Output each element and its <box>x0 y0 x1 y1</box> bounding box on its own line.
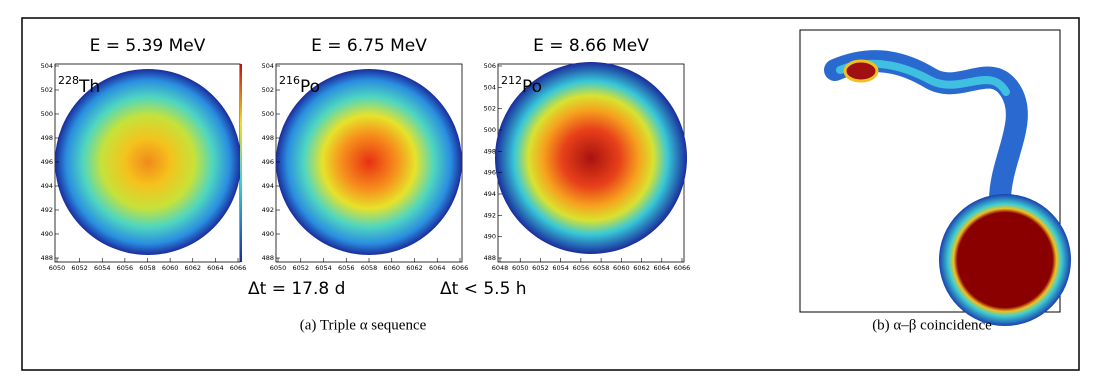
x-tick-label: 6050 <box>49 264 66 272</box>
y-tick-label: 498 <box>41 134 53 142</box>
y-tick-label: 496 <box>484 169 496 177</box>
y-tick-label: 490 <box>262 230 274 238</box>
x-tick-label: 6062 <box>633 264 650 272</box>
y-tick-label: 500 <box>484 126 496 134</box>
x-tick-label: 6050 <box>512 264 529 272</box>
x-tick-label: 6066 <box>674 264 691 272</box>
y-tick-label: 498 <box>484 147 496 155</box>
x-tick-label: 6064 <box>429 264 446 272</box>
y-tick-label: 498 <box>262 134 274 142</box>
isotope-mass: 228 <box>58 74 79 87</box>
y-tick-label: 506 <box>484 62 496 70</box>
x-tick-label: 6062 <box>406 264 423 272</box>
track-map <box>835 61 1071 326</box>
caption-b: (b) α–β coincidence <box>872 317 992 333</box>
y-tick-label: 490 <box>41 230 53 238</box>
y-tick-label: 500 <box>41 110 53 118</box>
y-tick-label: 496 <box>41 158 53 166</box>
y-tick-label: 488 <box>262 254 274 262</box>
y-tick-label: 492 <box>484 211 496 219</box>
y-tick-label: 488 <box>41 254 53 262</box>
y-tick-label: 492 <box>41 206 53 214</box>
y-tick-label: 500 <box>262 110 274 118</box>
x-tick-label: 6064 <box>207 264 224 272</box>
x-tick-label: 6064 <box>654 264 671 272</box>
x-tick-label: 6056 <box>573 264 590 272</box>
x-tick-label: 6060 <box>383 264 400 272</box>
x-tick-label: 6066 <box>452 264 469 272</box>
y-tick-label: 488 <box>484 254 496 262</box>
x-tick-label: 6058 <box>139 264 156 272</box>
y-tick-label: 494 <box>262 182 274 190</box>
y-tick-label: 502 <box>484 105 496 113</box>
x-tick-label: 6060 <box>162 264 179 272</box>
y-tick-label: 502 <box>262 86 274 94</box>
x-tick-label: 6056 <box>338 264 355 272</box>
isotope-symbol: Th <box>78 77 100 97</box>
y-tick-label: 504 <box>262 62 274 70</box>
x-tick-label: 6066 <box>230 264 247 272</box>
interval-label: Δt = 17.8 d <box>248 279 345 299</box>
x-tick-label: 6054 <box>94 264 111 272</box>
y-tick-label: 494 <box>41 182 53 190</box>
caption-a: (a) Triple α sequence <box>300 317 427 333</box>
interval-label: Δt < 5.5 h <box>440 279 527 299</box>
y-tick-label: 494 <box>484 190 496 198</box>
x-tick-label: 6054 <box>552 264 569 272</box>
x-tick-label: 6058 <box>361 264 378 272</box>
x-tick-label: 6052 <box>532 264 549 272</box>
figure: E = 5.39 MeV 228Th 488 490 492 494 496 498 500 50… <box>0 0 1101 387</box>
x-tick-label: 6060 <box>613 264 630 272</box>
y-tick-label: 496 <box>262 158 274 166</box>
energy-label: E = 8.66 MeV <box>533 36 649 56</box>
isotope-mass: 212 <box>501 74 522 87</box>
energy-label: E = 6.75 MeV <box>311 36 427 56</box>
isotope-mass: 216 <box>279 74 300 87</box>
x-tick-label: 6058 <box>593 264 610 272</box>
y-tick-label: 490 <box>484 233 496 241</box>
x-tick-label: 6056 <box>117 264 134 272</box>
isotope-symbol: Po <box>522 77 542 97</box>
x-tick-label: 6052 <box>71 264 88 272</box>
x-tick-label: 6050 <box>270 264 287 272</box>
x-tick-label: 6052 <box>292 264 309 272</box>
isotope-symbol: Po <box>300 77 320 97</box>
y-tick-label: 504 <box>41 62 53 70</box>
x-tick-label: 6062 <box>184 264 201 272</box>
y-tick-label: 502 <box>41 86 53 94</box>
energy-label: E = 5.39 MeV <box>90 36 206 56</box>
y-tick-label: 492 <box>262 206 274 214</box>
y-tick-label: 504 <box>484 83 496 91</box>
x-tick-label: 6054 <box>315 264 332 272</box>
x-tick-label: 6048 <box>492 264 509 272</box>
